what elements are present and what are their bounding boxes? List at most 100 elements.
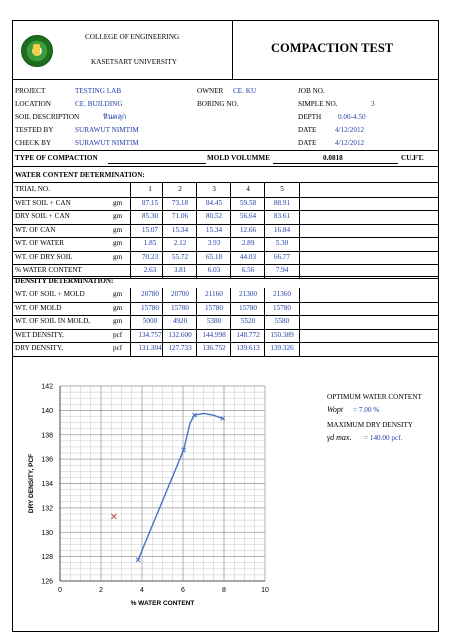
water-cell: 65.18 (205, 252, 223, 261)
y-tick-label: 128 (41, 554, 53, 561)
water-cell: 3.81 (173, 266, 187, 274)
density-row-label: WT. OF SOIL + MOLD (15, 290, 85, 298)
owner-value: CE. KU (233, 87, 257, 95)
y-tick-label: 126 (41, 579, 53, 586)
mold-volume-value: 0.0818 (323, 154, 343, 162)
data-point (220, 416, 226, 421)
x-tick-label: 2 (99, 587, 103, 594)
y-tick-label: 142 (41, 384, 53, 391)
water-row-unit: gm (113, 212, 123, 220)
water-cell: 1 (148, 185, 152, 193)
density-cell: 20700 (171, 290, 189, 298)
water-cell: 59.58 (239, 198, 257, 207)
water-section-title: WATER CONTENT DETERMINATION: (15, 171, 145, 179)
y-axis-label: DRY DENSITY, PCF (28, 454, 35, 513)
job-label: JOB NO. (298, 87, 325, 95)
y-tick-label: 134 (41, 481, 53, 488)
sample-value: 3 (371, 100, 375, 108)
water-cell: 84.45 (205, 198, 223, 207)
density-cell: 4920 (172, 317, 188, 325)
y-tick-label: 130 (41, 530, 53, 537)
density-cell: 148.772 (236, 330, 260, 339)
omc-symbol: Wopt (327, 405, 344, 414)
water-cell: 2.12 (173, 239, 187, 247)
water-cell: 87.15 (141, 198, 159, 207)
water-cell: 15.07 (141, 225, 159, 234)
x-axis-label: % WATER CONTENT (131, 600, 195, 607)
x-tick-label: 8 (222, 587, 226, 594)
boring-label: BORING NO. (197, 100, 239, 108)
density-cell: 20780 (141, 290, 159, 298)
water-cell: 15.34 (171, 225, 189, 234)
date2-value: 4/12/2012 (335, 139, 365, 147)
density-cell: 139.326 (270, 344, 294, 352)
y-tick-label: 132 (41, 505, 53, 512)
water-cell: 4 (246, 185, 250, 193)
density-row-unit: gm (113, 290, 123, 298)
water-cell: 3 (212, 185, 216, 193)
water-cell: 71.06 (171, 212, 189, 220)
check-by-label: CHECK BY (15, 139, 52, 147)
water-row-label: WT. OF CAN (15, 225, 56, 234)
x-tick-label: 10 (261, 587, 269, 594)
water-cell: 88.91 (273, 198, 291, 207)
water-row-unit: gm (113, 225, 123, 234)
density-row-unit: gm (113, 317, 123, 325)
water-row-label: WET SOIL + CAN (15, 198, 71, 207)
compaction-curve-chart: 0 2 4 6 8 10 126 128 130 132 134 136 138 140 142 % WATE… (28, 384, 269, 608)
water-row-label: % WATER CONTENT (15, 266, 82, 274)
tested-by-value: SURAWUT NIMTIM (75, 126, 139, 134)
water-cell: 44.03 (239, 252, 257, 261)
x-tick-label: 6 (181, 587, 185, 594)
density-cell: 5000 (142, 317, 158, 325)
water-cell: 80.52 (205, 212, 223, 220)
density-cell: 21160 (205, 290, 223, 298)
density-cell: 127.733 (168, 344, 192, 352)
density-cell: 15780 (171, 303, 189, 312)
water-cell: 55.72 (171, 252, 189, 261)
density-cell: 139.613 (236, 344, 260, 352)
project-label: PROJECT (15, 87, 46, 95)
water-cell: 12.66 (239, 225, 257, 234)
density-cell: 21300 (239, 290, 257, 298)
density-row-unit: pcf (113, 330, 123, 339)
compaction-type-label: TYPE OF COMPACTION (15, 154, 98, 162)
x-tick-label: 0 (58, 587, 62, 594)
density-row-label: WT. OF SOIL IN MOLD, (15, 317, 91, 325)
university-logo-icon (21, 35, 53, 67)
tested-by-label: TESTED BY (15, 126, 54, 134)
date2-label: DATE (298, 139, 317, 147)
soil-value: หินคลุก (103, 112, 127, 121)
density-cell: 15780 (273, 303, 291, 312)
y-tick-label: 140 (41, 408, 53, 415)
mold-volume-label: MOLD VOLUMME (207, 154, 271, 162)
page-title: COMPACTION TEST (271, 41, 394, 55)
density-section-title: DENSITY DETERMINATION: (15, 277, 114, 285)
depth-label: DEPTH (298, 113, 322, 121)
density-row-label: WT. OF MOLD (15, 303, 62, 312)
check-by-value: SURAWUT NIMTIM (75, 139, 139, 147)
depth-value: 0.00-4.50 (338, 113, 366, 121)
water-cell: 1.85 (143, 239, 157, 247)
x-tick-label: 4 (140, 587, 144, 594)
mdd-title: MAXIMUM DRY DENSITY (327, 421, 413, 429)
water-cell: 2.89 (241, 239, 255, 247)
mdd-symbol: γd max. (327, 433, 352, 442)
water-cell: 7.94 (275, 266, 289, 274)
omc-title: OPTIMUM WATER CONTENT (327, 393, 422, 401)
density-cell: 134.757 (138, 330, 162, 339)
water-row-unit: gm (113, 239, 123, 247)
compaction-test-sheet: COLLEGE OF ENGINEERING KASETSART UNIVERS… (12, 20, 439, 632)
water-cell: 5.30 (275, 239, 289, 247)
y-tick-label: 138 (41, 432, 53, 439)
water-cell: 6.03 (207, 266, 221, 274)
water-cell: 2.63 (143, 266, 157, 274)
density-row-label: WET DENSITY, (15, 330, 64, 339)
water-row-label: WT. OF WATER (15, 239, 65, 247)
owner-label: OWNER (197, 87, 224, 95)
water-cell: 2 (178, 185, 182, 193)
density-cell: 15780 (239, 303, 257, 312)
data-point (135, 557, 141, 563)
water-cell: 66.77 (273, 252, 291, 261)
water-row-unit: gm (113, 198, 123, 207)
